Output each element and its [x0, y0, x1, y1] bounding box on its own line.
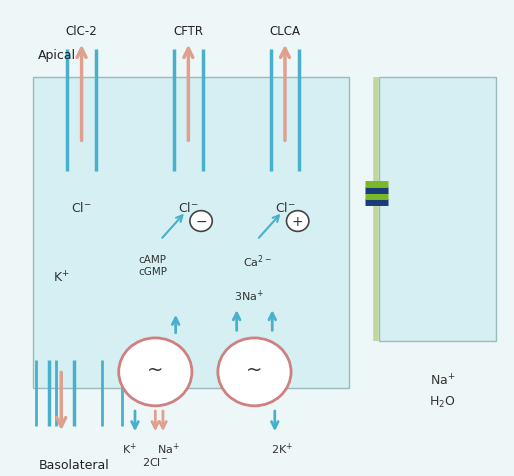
- Text: −: −: [195, 215, 207, 228]
- Text: Cl$^{-}$: Cl$^{-}$: [178, 200, 199, 214]
- Text: Na$^{+}$: Na$^{+}$: [157, 441, 179, 456]
- Text: K$^{+}$: K$^{+}$: [53, 270, 69, 285]
- Text: CLCA: CLCA: [269, 25, 301, 38]
- Text: +: +: [292, 215, 303, 228]
- Text: Cl$^{-}$: Cl$^{-}$: [71, 200, 92, 214]
- Bar: [379, 78, 496, 341]
- Bar: [33, 78, 348, 388]
- Text: ~: ~: [246, 360, 263, 379]
- Text: ClC-2: ClC-2: [66, 25, 98, 38]
- Text: cAMP
cGMP: cAMP cGMP: [138, 255, 167, 277]
- Text: 3Na$^{+}$: 3Na$^{+}$: [234, 288, 264, 303]
- Text: K$^{+}$: K$^{+}$: [122, 441, 137, 456]
- Text: CFTR: CFTR: [173, 25, 204, 38]
- Text: Basolateral: Basolateral: [39, 458, 109, 471]
- Circle shape: [218, 338, 291, 406]
- Text: Na$^{+}$
H$_{2}$O: Na$^{+}$ H$_{2}$O: [429, 373, 456, 409]
- Text: Cl$^{-}$: Cl$^{-}$: [274, 200, 296, 214]
- Text: Ca$^{2-}$: Ca$^{2-}$: [243, 253, 271, 269]
- Circle shape: [190, 211, 212, 232]
- Text: Apical: Apical: [39, 49, 77, 61]
- Circle shape: [119, 338, 192, 406]
- Circle shape: [286, 211, 309, 232]
- Text: 2K$^{+}$: 2K$^{+}$: [271, 441, 293, 456]
- Text: ~: ~: [147, 360, 163, 379]
- Text: 2Cl$^{-}$: 2Cl$^{-}$: [142, 456, 168, 467]
